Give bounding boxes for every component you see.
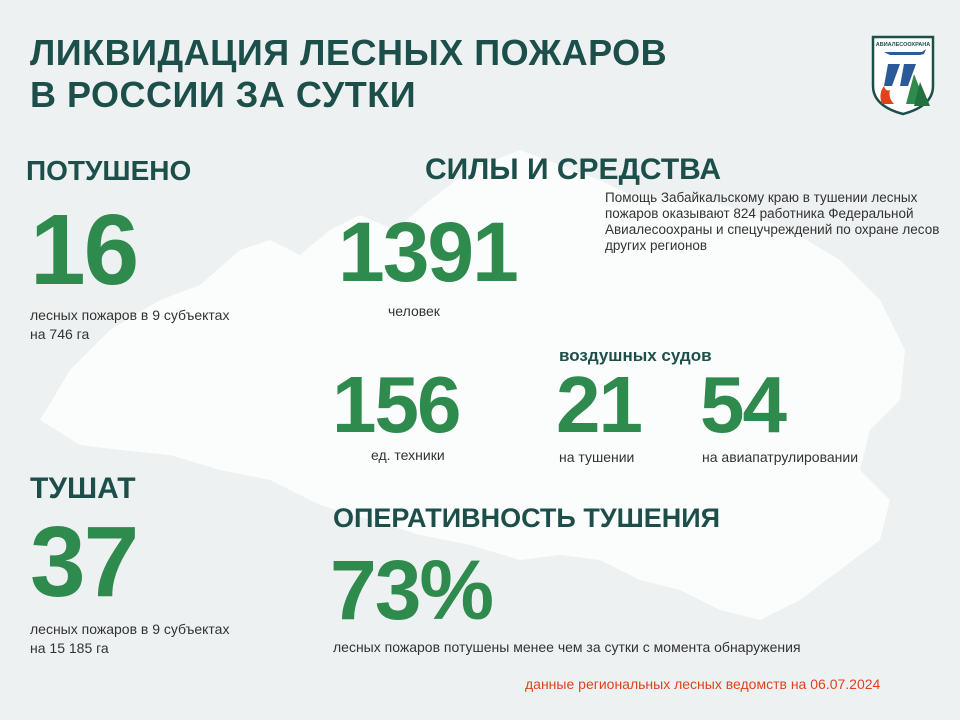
burning-caption: лесных пожаров в 9 субъектах на 15 185 г… <box>30 620 229 658</box>
efficiency-caption: лесных пожаров потушены менее чем за сут… <box>333 639 801 655</box>
burning-value: 37 <box>30 506 139 618</box>
extinguished-caption: лесных пожаров в 9 субъектах на 746 га <box>30 306 229 344</box>
source-footnote: данные региональных лесных ведомств на 0… <box>525 676 881 692</box>
forces-heading: СИЛЫ И СРЕДСТВА <box>425 153 722 186</box>
burning-caption-line-2: на 15 185 га <box>30 640 109 656</box>
people-value: 1391 <box>338 205 519 299</box>
aircraft-fire-value: 21 <box>556 360 643 449</box>
avialesookhrana-logo: АВИАЛЕСООХРАНА <box>870 34 936 116</box>
equipment-caption: ед. техники <box>371 447 445 463</box>
aircraft-patrol-caption: на авиапатрулировании <box>702 449 859 465</box>
extinguished-caption-line-1: лесных пожаров в 9 субъектах <box>30 307 230 323</box>
people-caption: человек <box>388 303 440 319</box>
forces-note: Помощь Забайкальскому краю в тушении лес… <box>605 190 940 253</box>
page-title: ЛИКВИДАЦИЯ ЛЕСНЫХ ПОЖАРОВ В РОССИИ ЗА СУ… <box>30 32 667 116</box>
aircraft-patrol-value: 54 <box>700 360 787 449</box>
burning-heading: ТУШАТ <box>30 472 136 505</box>
logo-text: АВИАЛЕСООХРАНА <box>876 42 930 48</box>
title-line-2: В РОССИИ ЗА СУТКИ <box>30 74 417 115</box>
efficiency-value: 73% <box>330 543 494 637</box>
burning-caption-line-1: лесных пожаров в 9 субъектах <box>30 621 230 637</box>
extinguished-caption-line-2: на 746 га <box>30 326 90 342</box>
extinguished-value: 16 <box>30 194 139 306</box>
extinguished-heading: ПОТУШЕНО <box>26 155 192 186</box>
equipment-value: 156 <box>332 360 461 449</box>
aircraft-fire-caption: на тушении <box>559 449 635 465</box>
efficiency-heading: ОПЕРАТИВНОСТЬ ТУШЕНИЯ <box>333 503 721 533</box>
aircraft-heading: воздушных судов <box>559 346 712 365</box>
title-line-1: ЛИКВИДАЦИЯ ЛЕСНЫХ ПОЖАРОВ <box>30 32 668 73</box>
